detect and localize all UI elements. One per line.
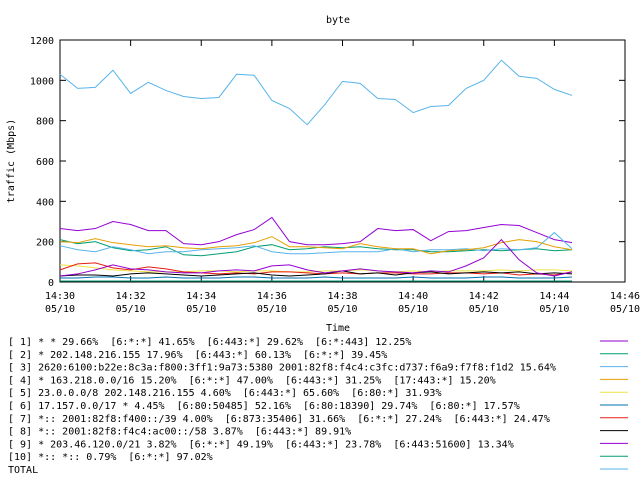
x-tick-label: 14:44 — [539, 291, 569, 302]
legend-label: [ 7] *:: 2001:82f8:f400::/39 4.00% [6:87… — [8, 414, 550, 425]
chart-title: byte — [326, 15, 350, 26]
series-line — [59, 231, 573, 255]
legend-label: [10] *:: *:: 0.79% [6:*:*] 97.02% — [8, 452, 213, 463]
x-tick-label: 14:36 — [257, 291, 287, 302]
series-line — [59, 236, 573, 255]
y-tick-label: 200 — [36, 238, 54, 249]
legend-label: [ 9] * 203.46.120.0/21 3.82% [6:*:*] 49.… — [8, 439, 514, 450]
y-tick-label: 1200 — [30, 36, 54, 47]
x-tick-date: 05/10 — [610, 304, 640, 315]
series-line — [60, 276, 573, 279]
series-line — [59, 262, 573, 276]
x-tick-label: 14:40 — [398, 291, 428, 302]
x-tick-label: 14:32 — [116, 291, 146, 302]
x-tick-date: 05/10 — [257, 304, 287, 315]
legend-label: [ 4] * 163.218.0.0/16 15.20% [6:*:*] 47.… — [8, 375, 496, 386]
y-tick-label: 1000 — [30, 76, 54, 87]
series-line — [59, 59, 573, 126]
x-tick-date: 05/10 — [116, 304, 146, 315]
x-tick-date: 05/10 — [398, 304, 428, 315]
legend-label: [ 1] * * 29.66% [6:*:*] 41.65% [6:443:*]… — [8, 337, 411, 348]
legend-label: TOTAL — [8, 465, 38, 476]
x-tick-date: 05/10 — [327, 304, 357, 315]
legend-label: [ 8] *:: 2001:82f8:f4c4:ac00::/58 3.87% … — [8, 427, 351, 438]
y-tick-label: 800 — [36, 117, 54, 128]
x-tick-label: 14:34 — [186, 291, 216, 302]
plot-frame — [59, 39, 626, 283]
legend-label: [ 2] * 202.148.216.155 17.96% [6:443:*] … — [8, 350, 387, 361]
x-tick-label: 14:42 — [469, 291, 499, 302]
x-tick-date: 05/10 — [469, 304, 499, 315]
x-tick-label: 14:46 — [610, 291, 640, 302]
series-line — [59, 238, 573, 277]
legend-label: [ 5] 23.0.0.0/8 202.148.216.155 4.60% [6… — [8, 388, 441, 399]
x-tick-date: 05/10 — [45, 304, 75, 315]
x-tick-date: 05/10 — [186, 304, 216, 315]
series-line — [59, 216, 573, 246]
x-tick-label: 14:30 — [45, 291, 75, 302]
x-tick-date: 05/10 — [539, 304, 569, 315]
y-tick-label: 400 — [36, 197, 54, 208]
series-line — [59, 239, 573, 257]
x-tick-label: 14:38 — [327, 291, 357, 302]
x-axis-label: Time — [326, 323, 350, 334]
series-line — [59, 270, 573, 277]
y-tick-label: 0 — [48, 278, 54, 289]
legend-label: [ 6] 17.157.0.0/17 * 4.45% [6:80:50485] … — [8, 401, 520, 412]
legend-label: [ 3] 2620:6100:b22e:8c3a:f800:3ff1:9a73:… — [8, 363, 556, 374]
y-axis-label: traffic (Mbps) — [6, 119, 17, 203]
y-tick-label: 600 — [36, 157, 54, 168]
